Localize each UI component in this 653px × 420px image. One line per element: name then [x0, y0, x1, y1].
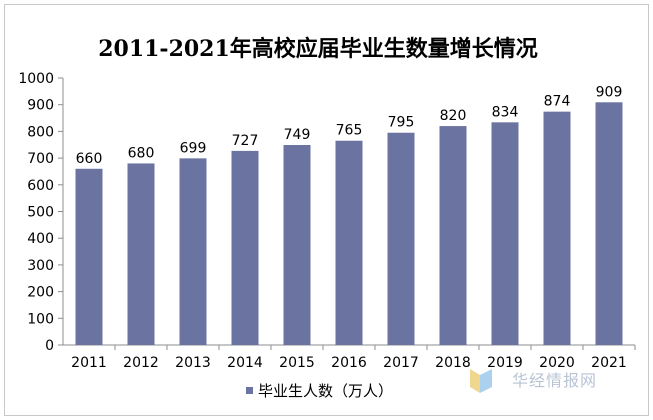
x-tick-label: 2012	[123, 355, 159, 371]
x-tick-label: 2013	[175, 355, 211, 371]
bar	[387, 132, 415, 345]
x-tick-label: 2016	[331, 355, 367, 371]
bars: 660 680 699 727 749 765 795 820 834 874 909	[75, 84, 623, 346]
legend-label: 毕业生人数（万人）	[258, 382, 393, 400]
data-label: 874	[544, 94, 571, 110]
chart-title: 2011-2021年高校应届毕业生数量增长情况	[98, 36, 538, 62]
watermark: 华经情报网	[468, 365, 638, 397]
watermark-logo-icon	[470, 369, 492, 393]
y-tick-label: 100	[27, 311, 54, 327]
y-tick-label: 300	[27, 258, 54, 274]
bar	[283, 145, 311, 345]
chart-frame: 2011-2021年高校应届毕业生数量增长情况 0 100 200 300 400 500…	[4, 4, 649, 416]
bar-chart: 2011-2021年高校应届毕业生数量增长情况 0 100 200 300 400 500…	[18, 36, 636, 400]
y-tick-label: 400	[27, 231, 54, 247]
data-label: 749	[284, 127, 311, 143]
data-label: 834	[492, 104, 519, 120]
bar	[75, 168, 103, 345]
bar	[595, 102, 623, 345]
x-tick-label: 2020	[539, 355, 575, 371]
watermark-text: 华经情报网	[512, 371, 598, 390]
data-label: 909	[596, 84, 623, 100]
bar	[491, 122, 519, 346]
y-tick-label: 600	[27, 178, 54, 194]
legend: 毕业生人数（万人）	[246, 382, 393, 400]
bar	[439, 126, 467, 345]
bar	[127, 163, 155, 345]
x-tick-label: 2017	[383, 355, 419, 371]
bar	[335, 140, 363, 345]
y-tick-label: 1000	[18, 71, 54, 87]
legend-swatch	[246, 387, 253, 394]
x-tick-label: 2011	[71, 355, 107, 371]
data-label: 820	[440, 108, 467, 124]
y-tick-label: 200	[27, 285, 54, 301]
bar	[231, 150, 259, 345]
bar	[543, 111, 571, 345]
data-label: 699	[180, 140, 207, 156]
x-tick-label: 2021	[591, 355, 627, 371]
data-label: 680	[128, 145, 155, 161]
data-label: 765	[336, 123, 363, 139]
y-tick-label: 800	[27, 124, 54, 140]
data-label: 727	[232, 133, 259, 149]
data-label: 795	[388, 115, 415, 131]
y-tick-label: 0	[45, 338, 54, 354]
x-tick-label: 2015	[279, 355, 315, 371]
y-tick-label: 900	[27, 98, 54, 114]
x-tick-label: 2019	[487, 355, 523, 371]
bar	[179, 158, 207, 345]
data-label: 660	[76, 151, 103, 167]
x-tick-label: 2018	[435, 355, 471, 371]
axes: 0 100 200 300 400 500 600 700 800 900 1000 2011 2012…	[18, 71, 636, 371]
x-tick-label: 2014	[227, 355, 263, 371]
y-tick-label: 700	[27, 151, 54, 167]
y-tick-label: 500	[27, 205, 54, 221]
